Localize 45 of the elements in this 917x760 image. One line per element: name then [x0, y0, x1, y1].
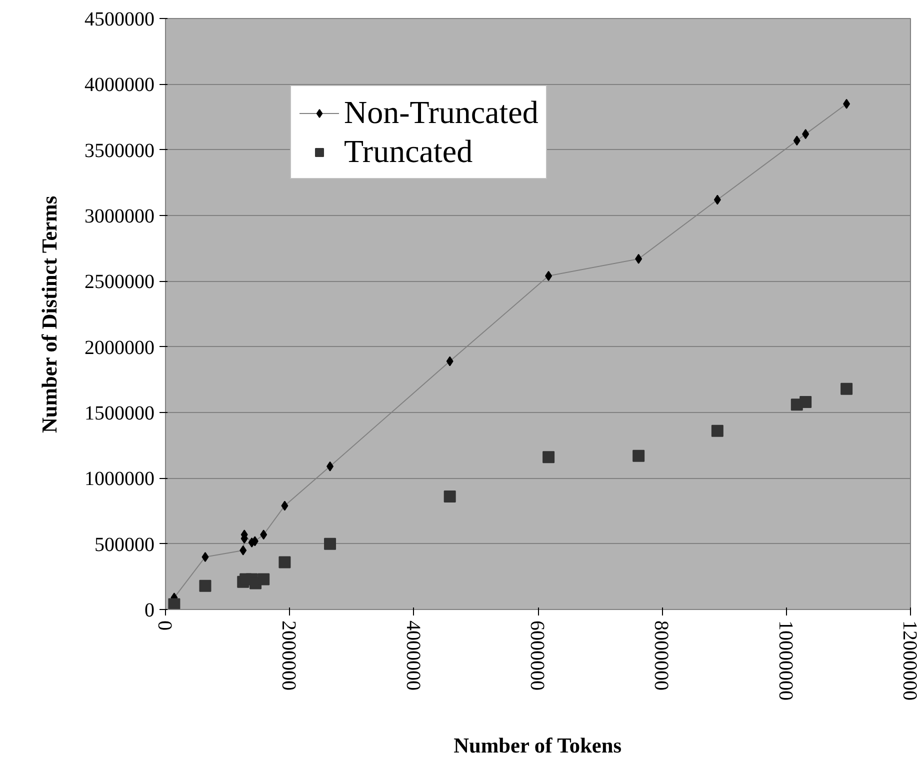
- point: [840, 382, 853, 395]
- x-axis-title: Number of Tokens: [454, 734, 622, 758]
- y-tick-label: 1500000: [84, 402, 154, 424]
- point: [260, 530, 268, 540]
- x-tick-label: 4000000: [402, 620, 424, 690]
- point: [278, 556, 291, 568]
- y-tick-label: 500000: [94, 534, 154, 556]
- point: [542, 451, 555, 464]
- y-tick-label: 3000000: [84, 206, 154, 228]
- y-tick-label: 1000000: [84, 468, 154, 490]
- y-tick-label: 4500000: [84, 8, 154, 30]
- x-tick-label: 6000000: [526, 620, 548, 690]
- point: [444, 490, 456, 503]
- point: [240, 545, 247, 556]
- y-tick-label: 2000000: [84, 336, 154, 359]
- point: [843, 98, 850, 109]
- point: [251, 536, 258, 546]
- x-tick-label: 12000000: [898, 620, 917, 700]
- legend-label: Non-Truncated: [344, 94, 538, 131]
- point: [199, 580, 212, 592]
- point: [168, 598, 180, 610]
- point: [635, 254, 642, 264]
- y-tick-label: 4000000: [84, 74, 154, 96]
- point: [545, 270, 552, 281]
- point: [793, 136, 800, 146]
- legend-label: Truncated: [344, 133, 473, 170]
- y-tick-label: 2500000: [84, 271, 154, 294]
- x-tick-label: 2000000: [278, 620, 300, 690]
- y-tick-label: 0: [144, 600, 154, 622]
- point: [446, 356, 454, 366]
- point: [324, 538, 336, 550]
- y-axis-title: Number of Distinct Terms: [38, 196, 62, 433]
- point: [711, 424, 724, 437]
- point: [800, 396, 812, 408]
- y-tick-label: 3500000: [84, 140, 154, 162]
- x-tick-label: 0: [154, 620, 176, 630]
- point: [202, 552, 209, 562]
- point: [281, 500, 288, 511]
- x-tick-label: 8000000: [650, 620, 672, 690]
- point: [632, 450, 645, 462]
- x-tick-label: 10000000: [774, 620, 796, 700]
- point: [714, 194, 721, 205]
- point: [326, 461, 334, 472]
- point: [802, 129, 810, 140]
- point: [258, 573, 270, 586]
